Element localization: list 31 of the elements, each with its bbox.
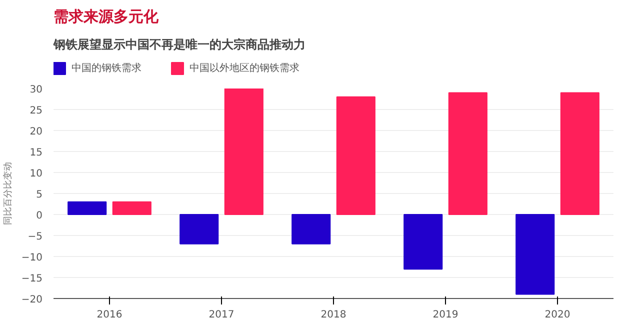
y-tick-label: −15: [21, 274, 43, 284]
y-tick-label: −20: [21, 294, 43, 306]
x-tick-label: 2018: [320, 310, 346, 320]
x-tick-label: 2020: [544, 310, 570, 320]
y-tick-label: 25: [30, 106, 43, 116]
y-tick-label: 20: [30, 126, 43, 138]
x-tick-label: 2017: [208, 310, 234, 320]
bar: [68, 201, 107, 215]
bar: [224, 88, 264, 215]
y-tick-label: 5: [36, 190, 43, 200]
y-tick-label: 10: [30, 168, 43, 180]
bar: [180, 214, 219, 244]
bar: [516, 214, 555, 295]
bar: [404, 214, 443, 270]
x-tick-label: 2016: [96, 310, 122, 320]
y-tick-label: 0: [36, 210, 43, 222]
y-tick-label: 30: [30, 84, 43, 96]
y-tick-label: −10: [21, 252, 43, 264]
chart-subtitle: 钢铁展望显示中国不再是唯一的大宗商品推动力: [52, 38, 306, 52]
bar: [112, 201, 152, 215]
x-tick-label: 2019: [432, 310, 458, 320]
y-axis-title: 同比百分比变动: [2, 162, 14, 225]
y-tick-label: 15: [30, 148, 43, 158]
y-tick-label: −5: [28, 232, 43, 242]
legend-label: 中国以外地区的钢铁需求: [190, 62, 300, 74]
bar: [560, 92, 600, 215]
bar: [336, 96, 376, 215]
chart-title: 需求来源多元化: [54, 8, 160, 26]
bar: [292, 214, 331, 244]
legend-label: 中国的钢铁需求: [72, 62, 142, 74]
bar: [448, 92, 488, 215]
